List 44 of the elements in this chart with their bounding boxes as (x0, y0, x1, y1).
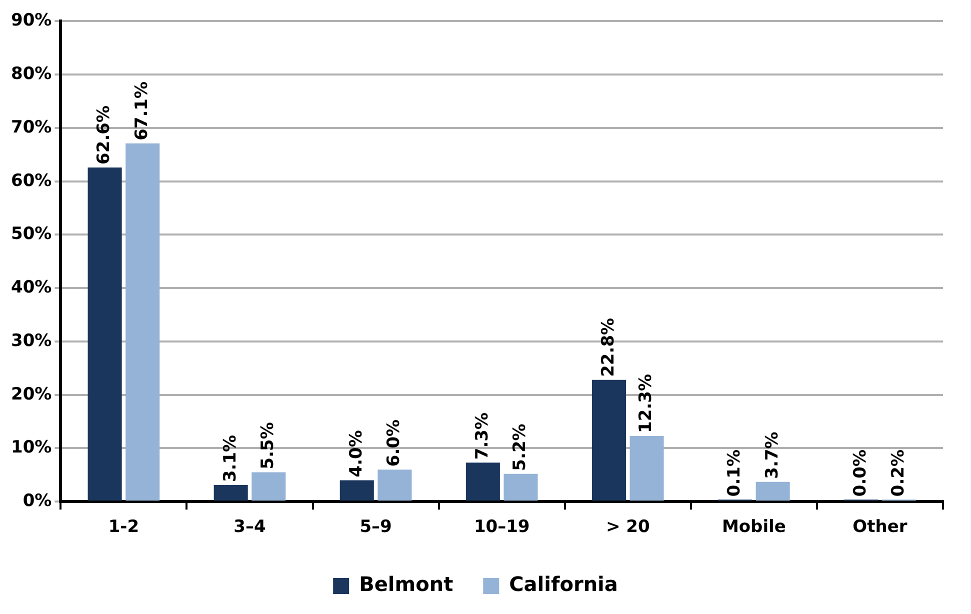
data-label: 22.8% (598, 318, 618, 377)
bar (126, 143, 160, 501)
data-label: 0.2% (888, 449, 908, 497)
x-tick-label: 3–4 (234, 517, 266, 538)
bar (88, 167, 122, 501)
data-label: 5.5% (258, 422, 278, 470)
data-label: 5.2% (510, 424, 530, 471)
y-tick-label: 90% (10, 10, 52, 31)
x-tick-label: Mobile (722, 517, 786, 538)
x-tick-label: 5–9 (360, 517, 392, 538)
y-tick-label: 20% (10, 384, 52, 404)
bar (466, 462, 500, 501)
data-label: 62.6% (94, 105, 114, 164)
data-label: 3.7% (762, 432, 782, 479)
data-label: 6.0% (384, 419, 404, 467)
data-label: 0.0% (850, 449, 870, 497)
x-tick-label: 1-2 (108, 517, 140, 538)
bar (504, 474, 538, 501)
y-tick-label: 60% (10, 170, 52, 191)
bar (214, 485, 248, 501)
bar (252, 472, 286, 501)
bar (756, 482, 790, 501)
legend-label: California (509, 572, 618, 596)
data-label: 3.1% (220, 434, 240, 482)
y-tick-label: 30% (10, 330, 52, 351)
x-tick-label: > 20 (606, 517, 650, 538)
data-label: 67.1% (132, 81, 152, 140)
bar (340, 480, 374, 501)
y-tick-label: 70% (10, 117, 52, 138)
x-tick-label: 10–19 (474, 517, 530, 538)
y-tick-label: 50% (10, 224, 52, 244)
bar (378, 470, 412, 501)
legend-label: Belmont (359, 572, 454, 596)
data-label: 12.3% (636, 374, 656, 433)
data-label: 7.3% (472, 412, 492, 460)
bar (592, 380, 626, 501)
x-tick-label: Other (852, 517, 908, 538)
y-tick-label: 80% (10, 64, 52, 84)
bar (630, 436, 664, 501)
data-label: 0.1% (724, 449, 744, 497)
data-label: 4.0% (346, 430, 366, 478)
y-tick-label: 0% (22, 491, 52, 512)
y-tick-label: 40% (10, 278, 52, 298)
y-tick-label: 10% (10, 438, 52, 458)
